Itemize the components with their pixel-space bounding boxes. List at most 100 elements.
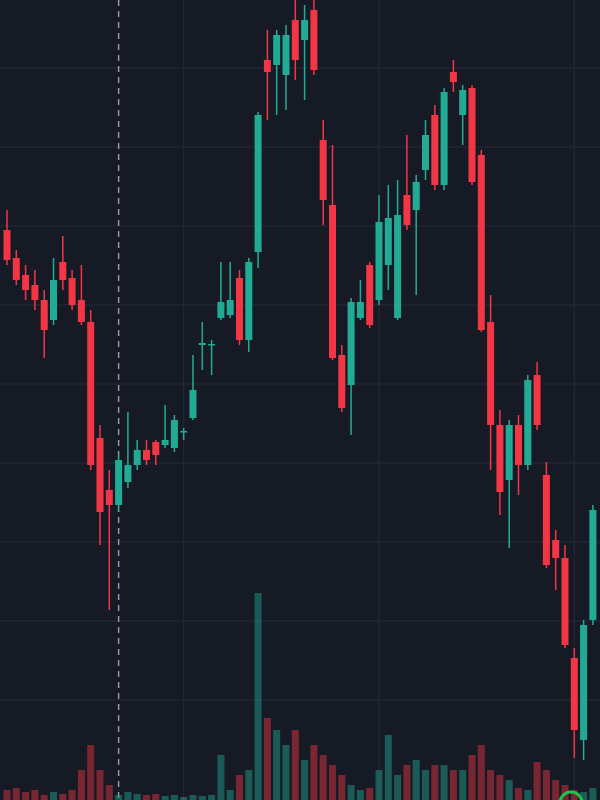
volume-bar (422, 770, 429, 800)
volume-bar (115, 795, 123, 800)
volume-bar (570, 790, 578, 800)
volume-bar (226, 790, 234, 800)
candle-body (431, 115, 439, 185)
candle-body (310, 10, 318, 70)
candle-body (468, 88, 476, 182)
volume-bar (403, 765, 411, 800)
candle-body (449, 72, 457, 82)
volume-bar (356, 790, 364, 800)
volume-bar (12, 788, 20, 800)
indicator-ring (558, 790, 584, 800)
volume-bar (133, 794, 141, 800)
volume-bar (254, 593, 262, 800)
candle-body (375, 222, 383, 300)
volume-bar (552, 780, 560, 800)
volume-bar (77, 770, 85, 800)
volume-bar (263, 718, 271, 800)
volume-bar (384, 735, 392, 800)
candle-body (394, 215, 402, 318)
candle-body (347, 302, 355, 385)
candle-body (329, 205, 336, 358)
volume-bar (310, 745, 318, 800)
volume-bar (31, 790, 39, 800)
volume-bar (459, 770, 467, 800)
candle-body (570, 658, 578, 730)
candle-body (22, 275, 30, 290)
candle-body (356, 302, 364, 318)
candle-layer (3, 0, 597, 760)
volume-bar (217, 755, 225, 800)
volume-bar (487, 770, 495, 800)
volume-bar (338, 775, 346, 800)
candle-body (263, 60, 271, 72)
candle-body (533, 375, 541, 425)
volume-bar (505, 780, 513, 800)
volume-bar (589, 788, 597, 800)
candle-body (459, 90, 467, 115)
volume-bar (366, 788, 374, 800)
volume-bar (170, 795, 178, 800)
volume-bar (329, 765, 336, 800)
volume-bar (533, 762, 541, 800)
candle-body (505, 425, 513, 480)
volume-bar (319, 755, 327, 800)
candle-body (115, 460, 123, 505)
volume-bar (40, 795, 48, 800)
volume-bar (515, 788, 522, 800)
volume-bar (440, 765, 448, 800)
volume-bar (143, 795, 150, 800)
volume-bar (87, 745, 95, 800)
volume-bar (301, 760, 309, 800)
candle-body (180, 431, 188, 433)
candle-body (487, 322, 495, 425)
volume-bar (245, 770, 253, 800)
volume-bar (180, 797, 188, 800)
volume-bar (477, 745, 485, 800)
candle-body (217, 302, 225, 318)
volume-bar (189, 795, 197, 800)
volume-bar (273, 730, 281, 800)
candle-body (412, 182, 420, 210)
volume-bar (431, 765, 439, 800)
candle-body (366, 265, 374, 325)
candle-body (133, 450, 141, 465)
candle-body (542, 475, 550, 565)
volume-bar (236, 775, 243, 800)
volume-bar (124, 792, 132, 800)
volume-bar (282, 745, 290, 800)
candle-body (319, 140, 327, 200)
candle-body (124, 465, 132, 482)
candle-body (208, 344, 216, 346)
volume-bar (22, 792, 30, 800)
volume-bar (496, 775, 504, 800)
candle-body (198, 343, 206, 345)
candle-body (477, 155, 485, 330)
candle-body (143, 450, 150, 460)
candle-body (170, 420, 178, 448)
candle-body (96, 438, 104, 512)
candle-body (422, 135, 429, 170)
volume-bar (291, 730, 299, 800)
candle-body (31, 285, 39, 300)
volume-bar (3, 790, 11, 800)
volume-bar (542, 770, 550, 800)
candle-body (338, 355, 346, 408)
volume-bar (198, 796, 206, 800)
candle-body (301, 20, 309, 40)
candle-body (152, 442, 160, 455)
candle-body (236, 278, 243, 340)
candle-body (3, 230, 11, 260)
volume-bar (524, 790, 532, 800)
candle-body (50, 280, 57, 320)
candle-body (561, 558, 569, 645)
candle-body (59, 262, 67, 280)
volume-bar (152, 794, 160, 800)
candle-body (291, 20, 299, 60)
volume-bar (468, 755, 476, 800)
candle-body (403, 195, 411, 225)
candle-body (273, 35, 281, 65)
candle-body (77, 300, 85, 322)
